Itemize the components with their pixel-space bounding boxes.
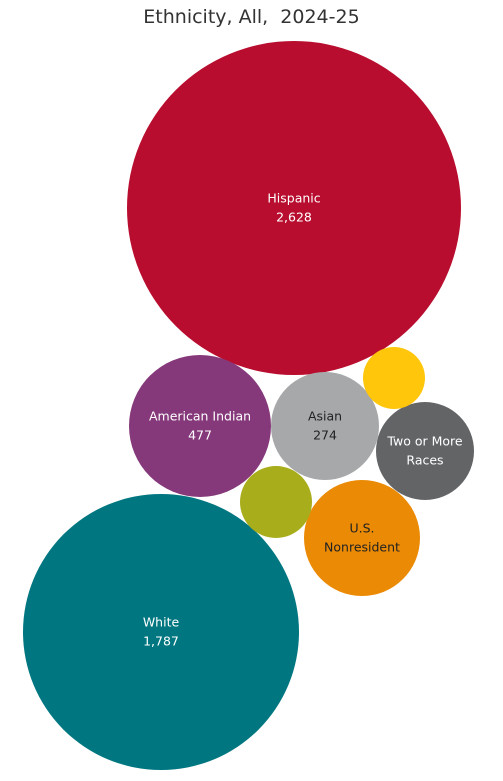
bubble-u-s-nonresident[interactable]: U.S. Nonresident (304, 480, 420, 596)
bubble-label: Nonresident (324, 540, 400, 555)
bubble-label: Hispanic (267, 191, 320, 206)
bubble-label: U.S. (349, 521, 374, 536)
bubble-circle[interactable] (129, 355, 271, 497)
bubble-circle[interactable] (240, 466, 312, 538)
bubble-label: Two or More (386, 434, 462, 449)
bubble-label: Races (406, 453, 443, 468)
chart-title: Ethnicity, All, 2024-25 (143, 6, 360, 28)
bubble-circle[interactable] (271, 372, 379, 480)
bubble-asian[interactable]: Asian 274 (271, 372, 379, 480)
bubble-value: 274 (313, 428, 337, 443)
bubble-value: 1,787 (143, 634, 179, 649)
bubble-circle[interactable] (304, 480, 420, 596)
bubble-label: Asian (308, 409, 342, 424)
bubble-hispanic[interactable]: Hispanic 2,628 (127, 41, 461, 375)
bubble-value: 477 (188, 428, 212, 443)
bubble-bubble-7[interactable] (240, 466, 312, 538)
bubble-bubble-8[interactable] (363, 347, 425, 409)
bubble-american-indian[interactable]: American Indian 477 (129, 355, 271, 497)
bubble-white[interactable]: White 1,787 (23, 494, 299, 770)
bubble-circle[interactable] (363, 347, 425, 409)
bubble-circle[interactable] (376, 402, 474, 500)
bubble-value: 2,628 (276, 210, 312, 225)
bubble-circle[interactable] (127, 41, 461, 375)
bubble-label: White (143, 615, 180, 630)
bubble-two-or-more-races[interactable]: Two or More Races (376, 402, 474, 500)
bubble-label: American Indian (149, 409, 251, 424)
bubble-circle[interactable] (23, 494, 299, 770)
